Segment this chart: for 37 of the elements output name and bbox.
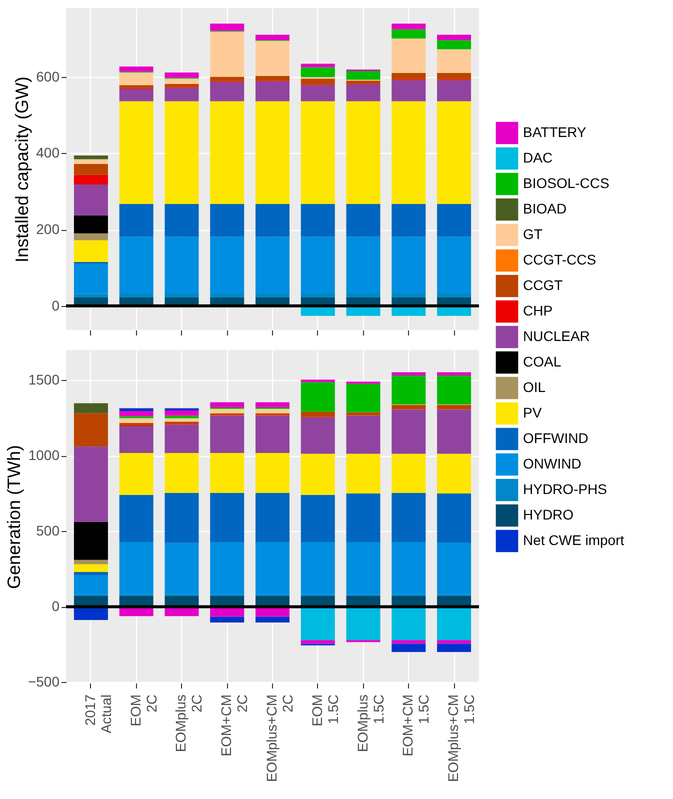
legend-label: ONWIND	[523, 456, 582, 472]
y-tick-label: 1500	[28, 372, 60, 388]
legend-label: BIOAD	[523, 200, 567, 216]
legend-label: BIOSOL-CCS	[523, 175, 610, 191]
legend-label: GT	[523, 226, 543, 242]
x-tick-label: EOMplus 1.5C	[354, 694, 386, 752]
legend-label: CCGT	[523, 277, 564, 293]
x-tick-label: EOMplus+CM 1.5C	[445, 694, 478, 782]
x-tick-label: 2017 Actual	[82, 694, 114, 734]
y-tick-label: 0	[52, 297, 60, 314]
y-tick-label: 200	[36, 221, 60, 238]
y-tick-label: 0	[52, 598, 60, 614]
legend-label: NUCLEAR	[523, 328, 590, 344]
x-tick-label: EOM 1.5C	[308, 694, 341, 726]
y-axis-title: Installed capacity (GW)	[12, 76, 32, 263]
x-tick-label: EOMplus+CM 2C	[264, 694, 296, 782]
legend-label: COAL	[523, 354, 562, 370]
x-tick-label: EOM+CM 2C	[218, 694, 250, 756]
y-tick-label: 1000	[28, 447, 60, 464]
y-tick-label: 600	[36, 68, 60, 84]
legend-label: DAC	[523, 150, 553, 166]
legend-label: HYDRO	[523, 506, 574, 522]
x-tick-label: EOM+CM 1.5C	[400, 694, 432, 756]
legend-label: CCGT-CCS	[523, 252, 596, 268]
legend-label: PV	[523, 404, 542, 420]
legend-label: HYDRO-PHS	[523, 481, 608, 497]
x-tick-label: EOMplus 2C	[172, 694, 205, 752]
y-axis-title: Generation (TWh)	[4, 444, 24, 590]
legend-label: CHP	[523, 302, 553, 318]
legend-label: BATTERY	[523, 124, 587, 140]
y-tick-label: 400	[36, 144, 60, 161]
y-tick-label: 500	[36, 522, 60, 539]
y-tick-label: −500	[28, 674, 60, 690]
legend-label: OFFWIND	[523, 430, 588, 446]
x-tick-label: EOM 2C	[127, 694, 160, 726]
legend-label: OIL	[523, 379, 546, 395]
legend-label: Net CWE import	[523, 532, 624, 548]
